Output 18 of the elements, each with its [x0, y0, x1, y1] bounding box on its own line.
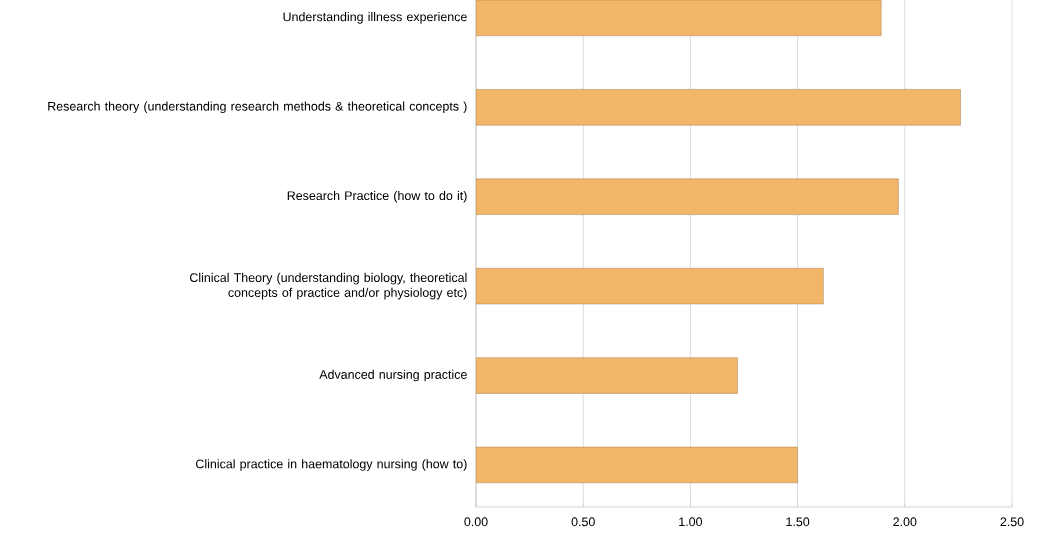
x-tick-label: 2.00 — [893, 517, 917, 527]
x-tick-label: 1.50 — [786, 517, 810, 527]
y-tick-label: Clinical Theory (understanding biology, theoretical concepts of practice and/or physiology etc) — [189, 272, 467, 300]
x-tick-label: 0.00 — [464, 517, 488, 527]
bar — [476, 0, 882, 36]
x-tick-label: 2.50 — [1000, 517, 1024, 527]
x-tick-label: 1.00 — [679, 517, 703, 527]
y-tick-label: Research theory (understanding research methods & theoretical concepts ) — [48, 101, 467, 114]
bar — [476, 446, 798, 484]
bar — [476, 268, 824, 305]
y-tick-label: Clinical practice in haematology nursing (how to) — [196, 459, 467, 471]
y-tick-label: Advanced nursing practice — [319, 369, 467, 382]
y-tick-label: Research Practice (how to do it) — [287, 190, 467, 203]
bar — [476, 89, 961, 126]
y-tick-label: Understanding illness experience — [283, 12, 467, 24]
bar — [476, 357, 738, 394]
x-tick-label: 0.50 — [571, 517, 595, 527]
bar — [476, 178, 899, 215]
